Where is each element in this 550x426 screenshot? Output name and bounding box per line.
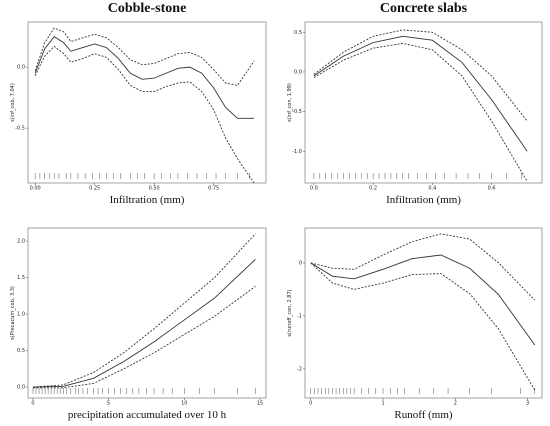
x-tick-label: 3	[526, 401, 529, 407]
plot-frame	[304, 21, 543, 184]
y-tick-label: -0.5	[15, 126, 25, 132]
y-tick-label: 0.0	[17, 65, 25, 71]
confidence-band	[310, 262, 536, 391]
confidence-band	[34, 45, 255, 184]
y-tick-label: 1.0	[17, 312, 25, 318]
plot-frame	[304, 227, 543, 399]
y-axis-label: s(inf_con, 1.99)	[287, 83, 293, 122]
x-tick-label: 0.00	[30, 186, 41, 192]
y-tick-label: -0.5	[292, 109, 302, 115]
plot-frame	[27, 227, 267, 399]
y-axis-label: s(Precacum_cob, 3.3)	[10, 286, 16, 340]
x-tick-label: 0.0	[310, 186, 318, 192]
x-axis-label: Runoff (mm)	[394, 409, 452, 421]
x-axis-label: precipitation accumulated over 10 h	[68, 409, 227, 421]
x-tick-label: 0.4	[428, 186, 436, 192]
confidence-band	[313, 42, 528, 182]
smooth-line	[32, 259, 256, 388]
x-tick-label: 5	[107, 401, 110, 407]
y-axis-label: s(inf_cob, 7.04)	[10, 83, 16, 122]
y-tick-label: 1.5	[17, 275, 25, 281]
smooth-line	[34, 36, 255, 119]
x-tick-label: 2	[454, 401, 457, 407]
confidence-band	[34, 27, 255, 86]
y-tick-label: 0.5	[17, 348, 25, 354]
smooth-line	[310, 254, 536, 346]
y-tick-label: 2.0	[17, 239, 25, 245]
confidence-band	[32, 233, 256, 388]
y-tick-label: 0.0	[17, 385, 25, 391]
confidence-band	[32, 286, 256, 389]
x-tick-label: 0.2	[369, 186, 377, 192]
x-tick-label: 0	[309, 401, 312, 407]
x-tick-label: 0.75	[208, 186, 219, 192]
x-tick-label: 0.6	[488, 186, 496, 192]
x-axis-label: Infiltration (mm)	[386, 194, 461, 206]
chart-title: Concrete slabs	[380, 1, 468, 16]
y-axis-label: s(runoff_con, 2.87)	[287, 289, 293, 336]
x-tick-label: 0.25	[89, 186, 100, 192]
x-tick-label: 10	[181, 401, 187, 407]
x-axis-label: Infiltration (mm)	[110, 194, 185, 206]
x-tick-label: 1	[381, 401, 384, 407]
x-tick-label: 0.50	[149, 186, 160, 192]
confidence-band	[310, 233, 536, 301]
x-tick-label: 0	[31, 401, 34, 407]
plot-frame	[27, 21, 267, 184]
y-tick-label: 0	[299, 260, 302, 266]
y-tick-label: -1	[297, 313, 302, 319]
y-tick-label: 0.0	[294, 69, 302, 75]
confidence-band	[313, 29, 528, 122]
y-tick-label: 0.5	[294, 30, 302, 36]
y-tick-label: -1.0	[292, 149, 302, 155]
smooth-line	[313, 35, 528, 152]
y-tick-label: -2	[297, 366, 302, 372]
x-tick-label: 15	[257, 401, 263, 407]
chart-title: Cobble-stone	[108, 1, 187, 16]
